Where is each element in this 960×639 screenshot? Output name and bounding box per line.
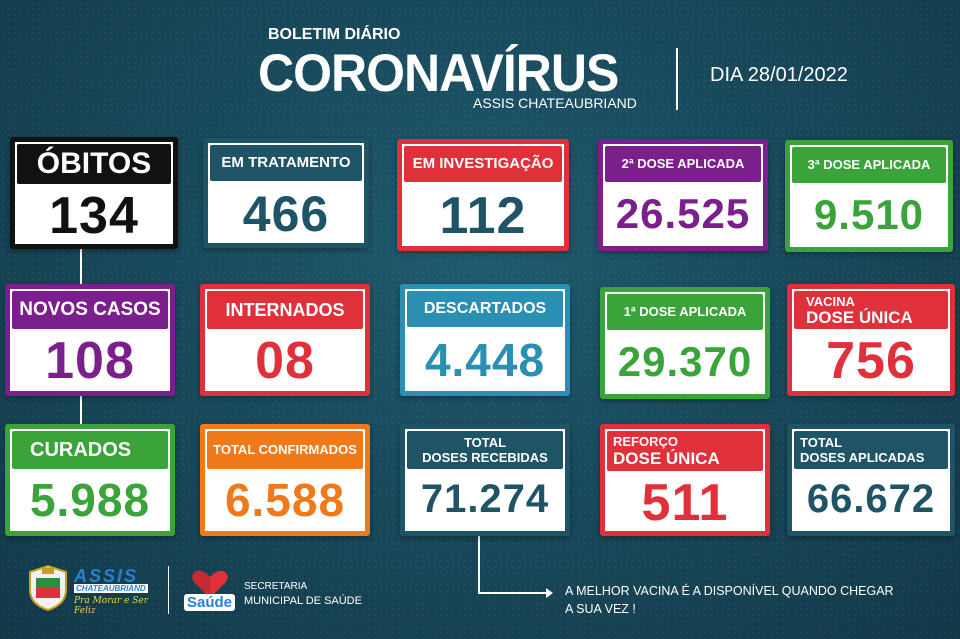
assis-slogan: Pra Morar e Ser Feliz — [74, 596, 149, 616]
card-obitos: ÓBITOS 134 — [10, 137, 178, 249]
card-label: EM TRATAMENTO — [210, 145, 362, 181]
vaccine-message-line1: A MELHOR VACINA É A DISPONÍVEL QUANDO CH… — [565, 584, 894, 598]
card-label-line1: REFORÇO — [613, 434, 678, 449]
card-descartados: DESCARTADOS 4.448 — [400, 284, 570, 396]
vaccine-message-line2: A SUA VEZ ! — [565, 602, 636, 616]
card-label: REFORÇO DOSE ÚNICA — [607, 431, 763, 471]
assis-logo-text: ASSIS — [74, 566, 139, 586]
footer-divider — [168, 566, 169, 614]
card-value: 66.672 — [806, 477, 936, 521]
card-label: INTERNADOS — [207, 291, 363, 329]
card-label: NOVOS CASOS — [12, 291, 168, 329]
card-value: 4.448 — [424, 334, 546, 386]
secretaria-label: SECRETARIA MUNICIPAL DE SAÚDE — [244, 580, 362, 608]
card-label-line1: TOTAL — [463, 435, 507, 450]
card-label: 3ª DOSE APLICADA — [792, 147, 946, 183]
card-label-line2: DOSES RECEBIDAS — [422, 450, 548, 465]
header-divider — [676, 48, 678, 110]
card-value: 134 — [49, 187, 139, 245]
assis-logo: ASSIS CHATEAUBRIAND Pra Morar e Ser Feli… — [26, 564, 161, 616]
connector-line — [80, 396, 82, 424]
connector-line — [478, 592, 548, 594]
card-value: 511 — [641, 474, 729, 532]
card-label: DESCARTADOS — [407, 291, 563, 327]
card-value: 6.588 — [224, 474, 346, 526]
card-total-doses-aplicadas: TOTAL DOSES APLICADAS 66.672 — [787, 424, 955, 536]
card-label: 1ª DOSE APLICADA — [607, 294, 763, 330]
card-value: 71.274 — [420, 477, 550, 521]
card-label-line1: VACINA — [806, 294, 855, 309]
card-internados: INTERNADOS 08 — [200, 284, 370, 396]
bulletin-subtitle: BOLETIM DIÁRIO — [268, 26, 401, 43]
card-value: 112 — [439, 187, 527, 245]
card-label-line2: DOSES APLICADAS — [800, 450, 925, 465]
secretaria-line1: SECRETARIA — [244, 581, 308, 592]
bulletin-date: DIA 28/01/2022 — [710, 64, 848, 86]
card-label-line1: TOTAL — [800, 435, 843, 450]
heart-icon — [192, 570, 228, 598]
card-label: VACINA DOSE ÚNICA — [794, 291, 948, 329]
card-label: EM INVESTIGAÇÃO — [404, 146, 562, 182]
card-value: 108 — [45, 332, 135, 390]
card-total-doses-recebidas: TOTAL DOSES RECEBIDAS 71.274 — [400, 424, 570, 536]
card-label: TOTAL DOSES APLICADAS — [794, 431, 948, 469]
card-label: ÓBITOS — [17, 144, 171, 184]
card-label-line2: DOSE ÚNICA — [613, 449, 720, 468]
card-em-tratamento: EM TRATAMENTO 466 — [203, 138, 369, 248]
card-reforco-dose-unica: REFORÇO DOSE ÚNICA 511 — [600, 424, 770, 536]
card-dose2: 2ª DOSE APLICADA 26.525 — [598, 139, 768, 251]
secretaria-line2: MUNICIPAL DE SAÚDE — [244, 595, 362, 607]
arrow-tip — [546, 588, 553, 598]
city-name: ASSIS CHATEAUBRIAND — [473, 95, 637, 111]
card-label: CURADOS — [12, 431, 168, 469]
card-vacina-dose-unica: VACINA DOSE ÚNICA 756 — [787, 284, 955, 396]
card-value: 5.988 — [29, 474, 151, 526]
card-dose3: 3ª DOSE APLICADA 9.510 — [785, 140, 953, 252]
card-novos-casos: NOVOS CASOS 108 — [5, 284, 175, 396]
card-label-line2: DOSE ÚNICA — [806, 308, 913, 327]
card-value: 9.510 — [813, 191, 925, 238]
card-curados: CURADOS 5.988 — [5, 424, 175, 536]
connector-line — [478, 534, 480, 594]
saude-logo-text: Saúde — [184, 594, 236, 611]
card-dose1: 1ª DOSE APLICADA 29.370 — [600, 287, 770, 399]
card-value: 29.370 — [617, 338, 753, 385]
city-crest-icon — [29, 564, 67, 612]
vaccine-message: A MELHOR VACINA É A DISPONÍVEL QUANDO CH… — [565, 582, 894, 618]
assis-logo-sub: CHATEAUBRIAND — [74, 584, 148, 593]
card-value: 466 — [242, 186, 330, 242]
card-value: 756 — [826, 332, 916, 390]
saude-logo: Saúde — [182, 568, 242, 614]
card-label: 2ª DOSE APLICADA — [605, 146, 761, 182]
card-label: TOTAL CONFIRMADOS — [207, 431, 363, 469]
card-value: 08 — [255, 332, 315, 390]
card-label: TOTAL DOSES RECEBIDAS — [407, 431, 563, 469]
page-title: CORONAVÍRUS — [258, 43, 619, 103]
connector-line — [80, 248, 82, 284]
card-em-investigacao: EM INVESTIGAÇÃO 112 — [397, 139, 569, 251]
card-value: 26.525 — [615, 190, 751, 237]
card-total-confirmados: TOTAL CONFIRMADOS 6.588 — [200, 424, 370, 536]
